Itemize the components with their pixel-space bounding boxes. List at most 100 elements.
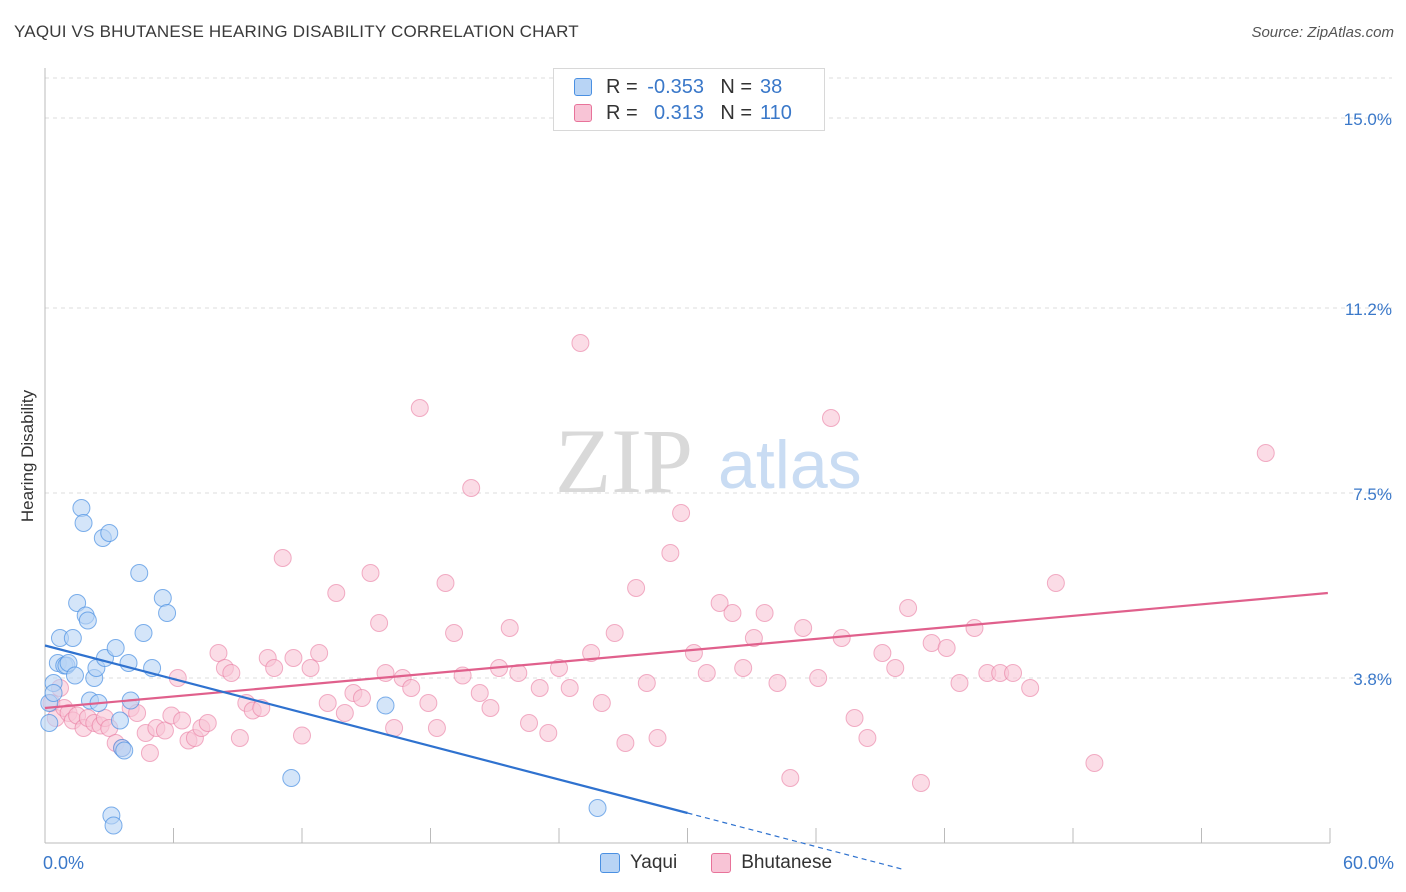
trend-lines	[44, 591, 1328, 870]
bhutanese-point	[582, 644, 601, 662]
bhutanese-point	[1085, 754, 1104, 772]
bhutanese-point	[684, 644, 703, 662]
yaqui-point	[282, 769, 301, 787]
bhutanese-point	[293, 726, 311, 745]
bhutanese-point	[327, 584, 346, 602]
bhutanese-legend-swatch	[711, 853, 732, 873]
bhutanese-point	[965, 619, 984, 637]
bhutanese-point	[530, 679, 549, 697]
n-value: 38	[760, 75, 783, 98]
bhutanese-point	[436, 574, 455, 592]
bhutanese-point	[744, 629, 763, 647]
bhutanese-point	[627, 579, 646, 597]
yaqui-point	[158, 604, 177, 622]
watermark: ZIP atlas	[555, 410, 862, 512]
bhutanese-point	[1004, 664, 1023, 682]
yaqui-trend-extension	[687, 812, 902, 870]
bhutanese-point	[140, 744, 159, 762]
bhutanese-point	[1256, 444, 1275, 462]
bhutanese-point	[637, 674, 656, 692]
x-tick-label-max: 60.0%	[1343, 853, 1394, 873]
y-axis-label: Hearing Disability	[18, 389, 37, 522]
bhutanese-point	[222, 664, 241, 682]
bhutanese-point	[1021, 679, 1040, 697]
bhutanese-point	[560, 679, 579, 697]
bhutanese-point	[697, 664, 716, 682]
tick-labels: 3.8% 7.5% 11.2% 15.0% 0.0% 60.0%	[43, 110, 1394, 873]
yaqui-point	[153, 589, 172, 607]
bhutanese-point	[911, 774, 930, 792]
bhutanese-point	[335, 704, 354, 722]
yaqui-point	[63, 629, 82, 647]
stats-row-bhutanese: R = 0.313 N = 110	[574, 101, 792, 125]
bhutanese-point	[950, 674, 969, 692]
bhutanese-point	[427, 719, 446, 737]
axes	[44, 68, 1331, 844]
yaqui-point	[134, 624, 153, 642]
bhutanese-point	[571, 334, 590, 352]
bhutanese-point	[419, 694, 438, 712]
bhutanese-point	[402, 679, 421, 697]
bhutanese-point	[672, 504, 691, 522]
yaqui-point	[110, 711, 129, 730]
watermark-zip: ZIP	[555, 410, 693, 512]
bhutanese-point	[723, 604, 742, 622]
bhutanese-point	[284, 649, 303, 667]
y-tick-label: 7.5%	[1353, 485, 1392, 504]
bhutanese-points	[42, 334, 1275, 792]
n-value: 110	[760, 101, 792, 124]
yaqui-swatch	[574, 78, 592, 96]
r-value: -0.353	[647, 75, 704, 98]
bhutanese-point	[845, 709, 864, 727]
yaqui-point	[130, 564, 149, 582]
yaqui-point	[115, 741, 134, 760]
yaqui-point	[376, 696, 395, 715]
bhutanese-point	[481, 699, 500, 717]
bhutanese-point	[550, 659, 568, 677]
bhutanese-point	[937, 639, 956, 657]
r-value: 0.313	[653, 101, 704, 124]
legend-item-yaqui[interactable]: Yaqui	[600, 852, 677, 874]
legend-item-bhutanese[interactable]: Bhutanese	[711, 852, 832, 874]
yaqui-point	[588, 799, 607, 817]
r-label: R =	[606, 101, 638, 124]
watermark-atlas: atlas	[718, 427, 862, 503]
yaqui-point	[65, 666, 84, 685]
bhutanese-point	[781, 769, 800, 787]
stats-row-yaqui: R = -0.353 N = 38	[574, 75, 782, 99]
bhutanese-point	[230, 729, 249, 747]
bhutanese-point	[873, 644, 892, 662]
bhutanese-point	[155, 721, 174, 740]
bhutanese-point	[265, 659, 284, 677]
bhutanese-point	[858, 729, 877, 747]
bhutanese-point	[809, 669, 828, 687]
bhutanese-point	[445, 624, 464, 642]
bhutanese-point	[616, 734, 635, 752]
yaqui-point	[106, 639, 125, 657]
bhutanese-trend-line	[44, 591, 1328, 710]
bhutanese-point	[1046, 574, 1065, 592]
bhutanese-point	[648, 729, 667, 747]
bhutanese-point	[922, 634, 941, 652]
yaqui-point	[74, 514, 93, 532]
bhutanese-point	[209, 644, 228, 662]
yaqui-point	[104, 816, 123, 835]
source-label: Source: ZipAtlas.com	[1251, 24, 1394, 41]
bhutanese-point	[661, 544, 680, 562]
bhutanese-point	[301, 659, 320, 677]
yaqui-point	[68, 594, 87, 612]
bhutanese-point	[318, 694, 337, 712]
bhutanese-point	[410, 399, 429, 417]
bhutanese-point	[821, 409, 840, 427]
bhutanese-point	[768, 674, 787, 692]
yaqui-point	[100, 524, 119, 542]
bhutanese-point	[462, 479, 481, 497]
n-label: N =	[720, 101, 752, 124]
series-legend: Yaqui Bhutanese	[600, 852, 866, 874]
bhutanese-point	[370, 614, 389, 632]
bhutanese-point	[500, 619, 519, 637]
r-label: R =	[606, 75, 638, 98]
x-tick-label-min: 0.0%	[43, 853, 84, 873]
bhutanese-point	[734, 659, 753, 677]
